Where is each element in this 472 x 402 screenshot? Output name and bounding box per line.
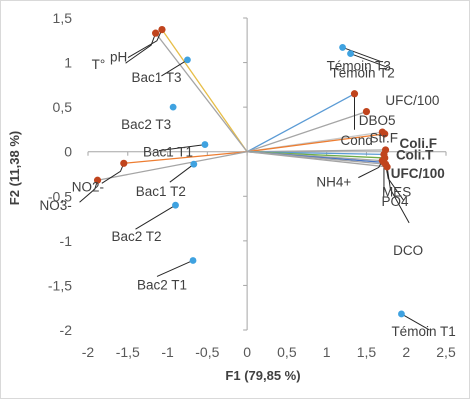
x-tick-label: 0,5 [277,344,297,360]
y-tick-label: -2 [60,322,73,338]
x-axis-title: F1 (79,85 %) [225,368,300,383]
observation-label: Bac2 T3 [121,117,171,132]
leader-line [401,313,430,331]
leader-line [101,163,125,184]
observation-point [347,50,354,58]
y-tick-label: 0 [64,144,72,160]
y-tick-label: -0,5 [48,188,72,204]
observation-label: Bac1 T3 [131,70,181,85]
variable-point [152,29,160,37]
variable-label: PO4 [382,194,410,209]
leader-line [158,144,206,152]
observation-point [398,310,405,318]
variable-vector-cond [246,93,355,153]
variable-vectors [97,29,388,181]
observation-point [172,201,179,209]
observation-point [184,56,191,64]
variable-label: DBO5 [359,113,396,128]
x-tick-label: 2 [402,344,410,360]
x-tick-label: 0 [243,344,251,360]
observation-label: Bac1 T1 [143,145,193,160]
y-tick-label: 1 [64,55,72,71]
variable-vector-no3- [97,151,248,181]
variable-points [93,25,391,184]
x-tick-label: 1 [323,344,331,360]
variable-label: Coli.F [400,136,438,151]
variable-label: NH4+ [316,175,351,190]
variable-label: NO2- [72,179,104,194]
variable-point [350,90,359,98]
variable-label: Str.F [369,131,398,146]
x-tick-label: 1,5 [357,344,377,360]
variable-point [362,108,371,116]
leader-line [156,260,194,277]
variable-vector-dbo5 [247,133,385,153]
leader-line [125,32,157,64]
variable-point [383,163,391,171]
variable-vector-coli-f [247,149,386,153]
leader-line [386,166,410,224]
variable-point [120,159,128,167]
variable-point [381,130,389,138]
leader-line [127,29,163,59]
y-tick-label: -1,5 [48,277,72,293]
variable-point [158,25,166,34]
observation-point [190,160,198,168]
variable-vector-ph [161,29,248,153]
observation-label: Témoin T1 [391,324,455,339]
observation-label: Témoin T2 [331,66,395,81]
leader-line [169,163,195,183]
variable-label: T° [92,57,106,72]
variable-label: Coli.T [396,147,434,162]
y-tick-label: 0,5 [53,99,73,115]
observation-points [169,44,405,318]
x-tick-label: -2 [82,344,95,360]
leader-line [342,46,381,62]
observation-point [201,141,209,148]
observation-label: Bac2 T1 [137,277,187,292]
variable-label: Cond [341,133,373,148]
x-tick-label: 2,5 [436,344,456,360]
y-axis-title: F2 (11,38 %) [7,131,22,205]
observation-point [189,257,197,264]
variable-label: DCO [393,243,423,258]
variable-label: UFC/100 [385,93,439,108]
variable-vector-t- [155,32,248,153]
y-tick-label: -1 [60,233,73,249]
x-tick-label: -0,5 [195,344,219,360]
x-tick-label: -1 [161,344,174,360]
y-tick-labels: 1,5 1 0,5 0 -0,5 -1 -1,5 -2 [48,10,72,338]
variable-label: UFC/100 [391,166,445,181]
x-tick-labels: -2 -1,5 -1 -0,5 0 0,5 1 1,5 2 2,5 [82,344,456,360]
variable-vector-str-f [246,110,367,153]
x-tick-label: -1,5 [116,344,140,360]
observation-label: Témoin T3 [327,58,391,73]
leader-line [161,59,188,77]
observation-label: Bac1 T2 [136,184,186,199]
variable-vector-no2- [123,151,248,164]
observation-label: Bac2 T2 [112,229,162,244]
observation-point [169,103,177,111]
variable-label: MES [382,184,411,199]
variable-label: pH [110,50,127,65]
variable-vector-dco [247,151,388,168]
leader-line [135,204,176,230]
variable-point [93,176,102,184]
observation-point [339,44,346,51]
y-tick-label: 1,5 [53,10,73,26]
leader-line [350,53,389,69]
variable-label: NO3- [40,198,72,213]
